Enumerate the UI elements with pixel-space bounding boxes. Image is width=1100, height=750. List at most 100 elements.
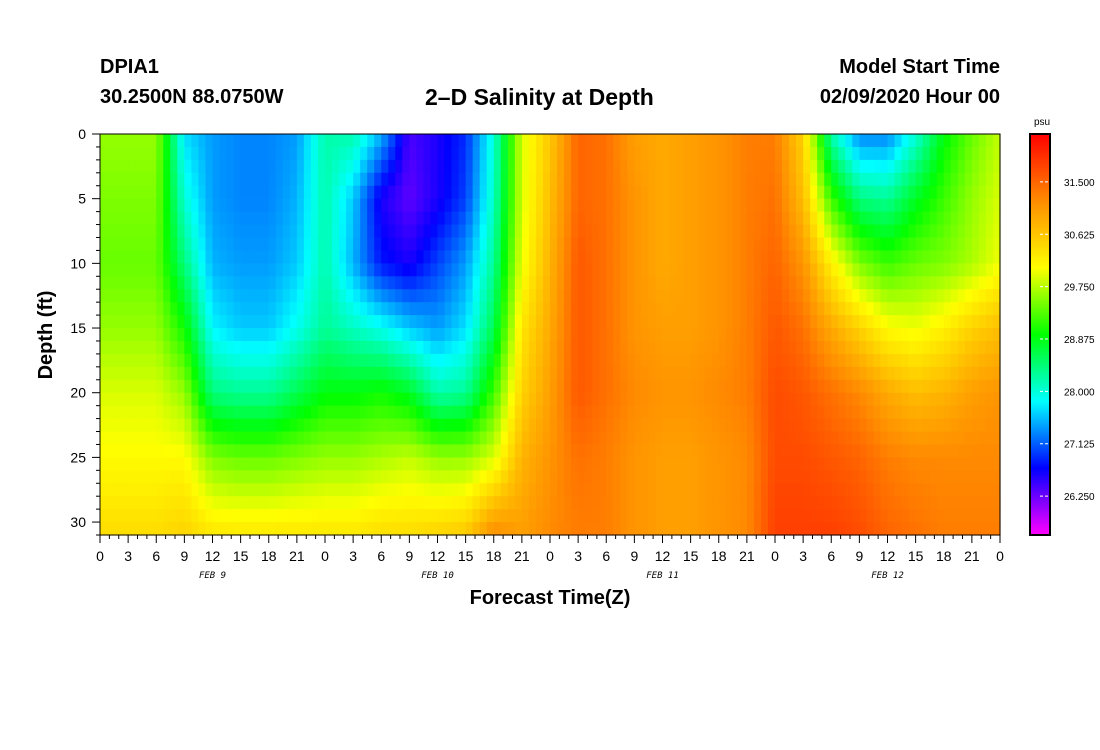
heat-cell <box>437 211 446 226</box>
heat-cell <box>662 366 671 381</box>
heat-cell <box>360 172 368 187</box>
heat-cell <box>943 185 952 200</box>
heat-cell <box>803 353 811 368</box>
heat-cell <box>353 237 361 252</box>
heat-cell <box>156 302 164 316</box>
heat-cell <box>430 392 439 407</box>
heat-cell <box>571 353 579 368</box>
heat-cell <box>760 457 769 471</box>
heat-cell <box>177 405 185 420</box>
heat-cell <box>409 340 418 355</box>
heat-cell <box>634 431 643 446</box>
heat-cell <box>711 315 720 329</box>
heat-cell <box>128 405 136 420</box>
heat-cell <box>170 470 178 484</box>
heat-cell <box>634 509 643 523</box>
heat-cell <box>100 392 108 407</box>
heat-cell <box>346 418 354 433</box>
x-tick-label: 0 <box>96 548 104 564</box>
heat-cell <box>479 302 488 316</box>
heat-cell <box>402 185 410 200</box>
heat-cell <box>697 289 706 303</box>
heat-cell <box>810 496 818 510</box>
heat-cell <box>789 302 797 316</box>
heat-cell <box>317 263 326 277</box>
heat-cell <box>493 509 502 523</box>
heat-cell <box>191 263 200 277</box>
heat-cell <box>486 185 495 200</box>
heat-cell <box>557 146 565 161</box>
heat-cell <box>922 379 931 394</box>
heat-cell <box>395 431 403 446</box>
heat-cell <box>402 340 410 355</box>
heat-cell <box>803 302 811 316</box>
heat-cell <box>240 211 249 226</box>
heat-cell <box>135 276 143 290</box>
heat-cell <box>437 496 446 510</box>
heat-cell <box>388 418 396 433</box>
heat-cell <box>409 198 418 213</box>
heat-cell <box>676 509 685 523</box>
heat-cell <box>156 522 164 536</box>
heat-cell <box>458 509 467 523</box>
heat-cell <box>142 224 150 239</box>
heat-cell <box>170 418 178 433</box>
heat-cell <box>620 302 628 316</box>
heat-cell <box>824 353 832 368</box>
heat-cell <box>929 392 938 407</box>
heat-cell <box>669 366 678 381</box>
heat-cell <box>346 405 354 420</box>
heat-cell <box>212 509 221 523</box>
heat-cell <box>627 496 635 510</box>
heat-cell <box>901 263 910 277</box>
heat-cell <box>985 431 994 446</box>
date-label: FEB 10 <box>421 571 454 581</box>
heat-cell <box>240 328 249 342</box>
heat-cell <box>374 315 382 329</box>
heat-cell <box>367 392 375 407</box>
heat-cell <box>676 431 685 446</box>
heat-cell <box>796 405 804 420</box>
heat-cell <box>353 289 361 303</box>
heat-cell <box>325 496 333 510</box>
heat-cell <box>121 198 129 213</box>
heat-cell <box>718 302 727 316</box>
heat-cell <box>767 418 776 433</box>
heat-cell <box>528 444 537 458</box>
heat-cell <box>943 328 952 342</box>
heat-cell <box>395 237 403 252</box>
heat-cell <box>711 366 720 381</box>
heat-cell <box>542 496 551 510</box>
heat-cell <box>978 211 987 226</box>
heat-cell <box>592 302 600 316</box>
heat-cell <box>240 496 249 510</box>
heat-cell <box>711 263 720 277</box>
heat-cell <box>767 185 776 200</box>
heat-cell <box>507 522 516 536</box>
x-tick-label: 21 <box>289 548 305 564</box>
heat-cell <box>205 224 214 239</box>
heat-cell <box>887 366 896 381</box>
heat-cell <box>683 328 692 342</box>
heat-cell <box>950 315 959 329</box>
heat-cell <box>753 134 762 148</box>
heat-cell <box>107 302 115 316</box>
heat-cell <box>332 431 340 446</box>
heat-cell <box>184 250 193 264</box>
heat-cell <box>634 496 643 510</box>
heat-cell <box>943 198 952 213</box>
heat-cell <box>444 340 453 355</box>
heat-cell <box>943 263 952 277</box>
heat-cell <box>121 289 129 303</box>
heat-cell <box>542 146 551 161</box>
heat-cell <box>458 185 467 200</box>
heat-cell <box>219 237 228 252</box>
heat-cell <box>423 328 432 342</box>
heat-cell <box>114 340 122 355</box>
heat-cell <box>325 146 333 161</box>
heat-cell <box>704 289 713 303</box>
heat-cell <box>697 457 706 471</box>
heat-cell <box>198 444 207 458</box>
heat-cell <box>479 431 488 446</box>
heat-cell <box>782 146 790 161</box>
